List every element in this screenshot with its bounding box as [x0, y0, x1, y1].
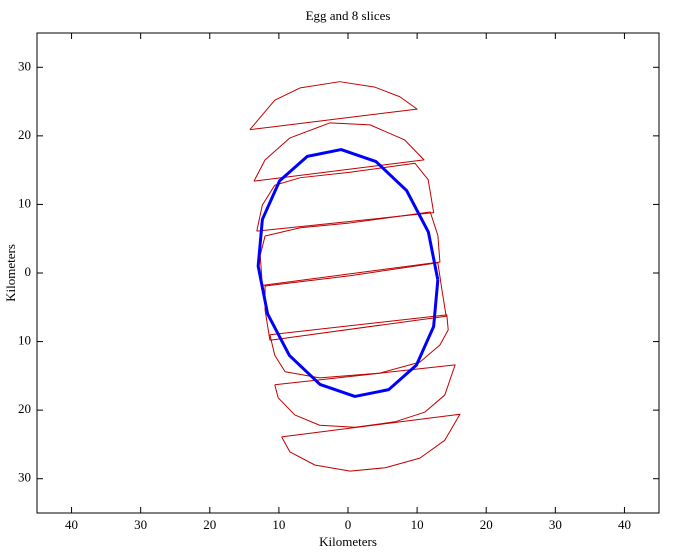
line-series [269, 314, 449, 379]
line-series [256, 162, 435, 232]
y-tick-label: 0 [25, 264, 32, 279]
x-tick-label: 40 [65, 517, 78, 532]
x-tick-label: 20 [203, 517, 216, 532]
plot-frame [36, 32, 660, 514]
x-tick-label: 0 [345, 517, 352, 532]
x-tick-label: 40 [618, 517, 631, 532]
y-axis-label: Kilometers [3, 244, 18, 302]
x-tick-label: 30 [134, 517, 147, 532]
y-tick-label: 20 [18, 127, 31, 142]
x-axis-label: Kilometers [319, 534, 377, 549]
x-tick-label: 10 [272, 517, 285, 532]
line-series [259, 211, 441, 286]
x-tick-label: 10 [411, 517, 424, 532]
chart-title: Egg and 8 slices [306, 8, 391, 23]
y-tick-label: 30 [18, 58, 31, 73]
y-tick-label: 10 [18, 195, 31, 210]
x-tick-label: 30 [549, 517, 562, 532]
line-series [253, 122, 425, 182]
line-series [249, 81, 418, 131]
y-tick-label: 10 [18, 333, 31, 348]
y-tick-label: 20 [18, 401, 31, 416]
y-tick-label: 30 [18, 470, 31, 485]
x-tick-label: 20 [480, 517, 493, 532]
line-series [256, 148, 440, 398]
line-series [281, 413, 461, 472]
